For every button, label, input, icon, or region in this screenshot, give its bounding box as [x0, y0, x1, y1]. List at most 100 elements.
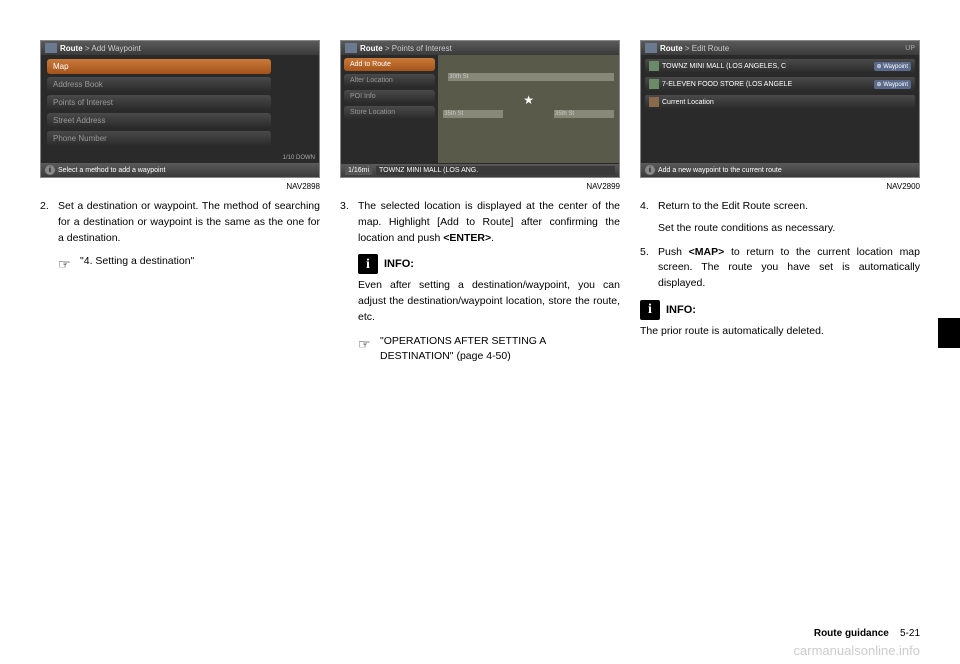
- ss2-item-alter: Alter Location: [344, 74, 435, 87]
- ss1-header-title: Route: [60, 44, 83, 53]
- street-30: 30th St: [448, 73, 614, 81]
- ss3-item-2-wp: ⊕ Waypoint: [874, 80, 912, 89]
- footer-page: 5-21: [900, 628, 920, 639]
- info-label-2: INFO:: [666, 302, 696, 319]
- page-content: Route > Add Waypoint Map Address Book Po…: [0, 0, 960, 403]
- ss1-item-poi: Points of Interest: [47, 95, 271, 110]
- ss1-footer-text: Select a method to add a waypoint: [58, 167, 165, 174]
- ss1-pager: 1/10 DOWN: [283, 155, 315, 161]
- flag-icon: [649, 79, 659, 89]
- info-header-2: i INFO:: [640, 300, 920, 320]
- car-icon: [649, 97, 659, 107]
- watermark: carmanualsonline.info: [794, 643, 920, 658]
- ss2-footer-left: 1/16mi: [345, 166, 372, 175]
- ss3-footer: i Add a new waypoint to the current rout…: [641, 163, 919, 177]
- step-4-num: 4.: [640, 199, 658, 237]
- ss2-item-add: Add to Route: [344, 58, 435, 71]
- map-star-icon: ★: [523, 93, 534, 107]
- info-header-1: i INFO:: [358, 254, 620, 274]
- street-35b: 35th St: [554, 110, 614, 118]
- info-icon-1: i: [358, 254, 378, 274]
- section-tab: [938, 318, 960, 348]
- ref-1: ☞ "4. Setting a destination": [58, 254, 320, 275]
- step-2-text: Set a destination or waypoint. The metho…: [58, 199, 320, 246]
- ref-icon-2: ☞: [358, 334, 380, 366]
- ss1-header-sub: > Add Waypoint: [85, 44, 141, 53]
- step-4-text: Return to the Edit Route screen. Set the…: [658, 199, 920, 237]
- info-block-1: i INFO: Even after setting a destination…: [358, 254, 620, 325]
- step-4: 4. Return to the Edit Route screen. Set …: [640, 199, 920, 237]
- ss1-header: Route > Add Waypoint: [41, 41, 319, 55]
- ss3-item-2: 7-ELEVEN FOOD STORE (LOS ANGELE ⊕ Waypoi…: [645, 77, 915, 91]
- street-35a: 35th St: [443, 110, 503, 118]
- col2-body: 3. The selected location is displayed at…: [340, 199, 620, 373]
- step-4-sub: Set the route conditions as necessary.: [658, 221, 920, 237]
- ss3-header: Route > Edit Route UP: [641, 41, 919, 55]
- ss2-split: Add to Route Alter Location POI Info Sto…: [341, 55, 619, 163]
- ss3-item-2-label: 7-ELEVEN FOOD STORE (LOS ANGELE: [662, 81, 792, 88]
- info-icon: i: [645, 165, 655, 175]
- fig-id-2: NAV2899: [340, 182, 620, 191]
- ss3-item-1: TOWNZ MINI MALL (LOS ANGELES, C ⊕ Waypoi…: [645, 59, 915, 73]
- ss1-item-address-book: Address Book: [47, 77, 271, 92]
- screenshot-1: Route > Add Waypoint Map Address Book Po…: [40, 40, 320, 178]
- screenshot-3: Route > Edit Route UP TOWNZ MINI MALL (L…: [640, 40, 920, 178]
- ss3-item-1-wp: ⊕ Waypoint: [874, 62, 912, 71]
- ss3-item-3-label: Current Location: [662, 99, 714, 106]
- step-3-text: The selected location is displayed at th…: [358, 199, 620, 246]
- fig-id-1: NAV2898: [40, 182, 320, 191]
- ss1-item-street: Street Address: [47, 113, 271, 128]
- ss2-item-store: Store Location: [344, 106, 435, 119]
- ss2-footer-right: TOWNZ MINI MALL (LOS ANG.: [376, 166, 615, 175]
- ss2-header-title: Route: [360, 44, 383, 53]
- step-2: 2. Set a destination or waypoint. The me…: [40, 199, 320, 246]
- ss3-list: TOWNZ MINI MALL (LOS ANGELES, C ⊕ Waypoi…: [641, 55, 919, 117]
- step-3-num: 3.: [340, 199, 358, 246]
- screenshot-2: Route > Points of Interest Add to Route …: [340, 40, 620, 178]
- ref-icon-1: ☞: [58, 254, 80, 275]
- fig-id-3: NAV2900: [640, 182, 920, 191]
- map-bg: [438, 55, 619, 163]
- flag-icon: [649, 61, 659, 71]
- ref-text-1: "4. Setting a destination": [80, 254, 194, 275]
- ss2-map: 30th St 35th St 35th St ★: [438, 55, 619, 163]
- step-2-num: 2.: [40, 199, 58, 246]
- footer-section: Route guidance: [814, 628, 889, 639]
- info-text-1: Even after setting a destination/waypoin…: [358, 278, 620, 325]
- col1-body: 2. Set a destination or waypoint. The me…: [40, 199, 320, 283]
- column-1: Route > Add Waypoint Map Address Book Po…: [40, 40, 320, 373]
- info-icon: i: [45, 165, 55, 175]
- route-icon: [45, 43, 57, 53]
- ss2-footer: 1/16mi TOWNZ MINI MALL (LOS ANG.: [341, 164, 619, 177]
- ss3-footer-text: Add a new waypoint to the current route: [658, 167, 782, 174]
- column-2: Route > Points of Interest Add to Route …: [340, 40, 620, 373]
- ss2-header-sub: > Points of Interest: [385, 44, 452, 53]
- ss3-header-sub: > Edit Route: [685, 44, 729, 53]
- ss1-menu: Map Address Book Points of Interest Stre…: [41, 55, 277, 153]
- info-text-2: The prior route is automatically deleted…: [640, 324, 920, 340]
- route-icon: [645, 43, 657, 53]
- ss3-header-title: Route: [660, 44, 683, 53]
- ss1-item-phone: Phone Number: [47, 131, 271, 146]
- ss2-header: Route > Points of Interest: [341, 41, 619, 55]
- info-icon-2: i: [640, 300, 660, 320]
- ss3-item-3: Current Location: [645, 95, 915, 109]
- info-block-2: i INFO: The prior route is automatically…: [640, 300, 920, 340]
- ref-text-2: "OPERATIONS AFTER SETTING A DESTINATION"…: [380, 334, 620, 366]
- step-5-text: Push <MAP> to return to the current loca…: [658, 245, 920, 292]
- ss1-footer: i Select a method to add a waypoint: [41, 163, 319, 177]
- ss2-menu: Add to Route Alter Location POI Info Sto…: [341, 55, 438, 163]
- col3-body: 4. Return to the Edit Route screen. Set …: [640, 199, 920, 348]
- step-3: 3. The selected location is displayed at…: [340, 199, 620, 246]
- step-5-num: 5.: [640, 245, 658, 292]
- page-footer: Route guidance 5-21: [814, 628, 920, 639]
- info-label-1: INFO:: [384, 256, 414, 273]
- ref-2: ☞ "OPERATIONS AFTER SETTING A DESTINATIO…: [358, 334, 620, 366]
- ss2-item-poi: POI Info: [344, 90, 435, 103]
- ss3-up: UP: [905, 45, 915, 52]
- ss1-item-map: Map: [47, 59, 271, 74]
- route-icon: [345, 43, 357, 53]
- ss3-item-1-label: TOWNZ MINI MALL (LOS ANGELES, C: [662, 63, 786, 70]
- column-3: Route > Edit Route UP TOWNZ MINI MALL (L…: [640, 40, 920, 373]
- step-5: 5. Push <MAP> to return to the current l…: [640, 245, 920, 292]
